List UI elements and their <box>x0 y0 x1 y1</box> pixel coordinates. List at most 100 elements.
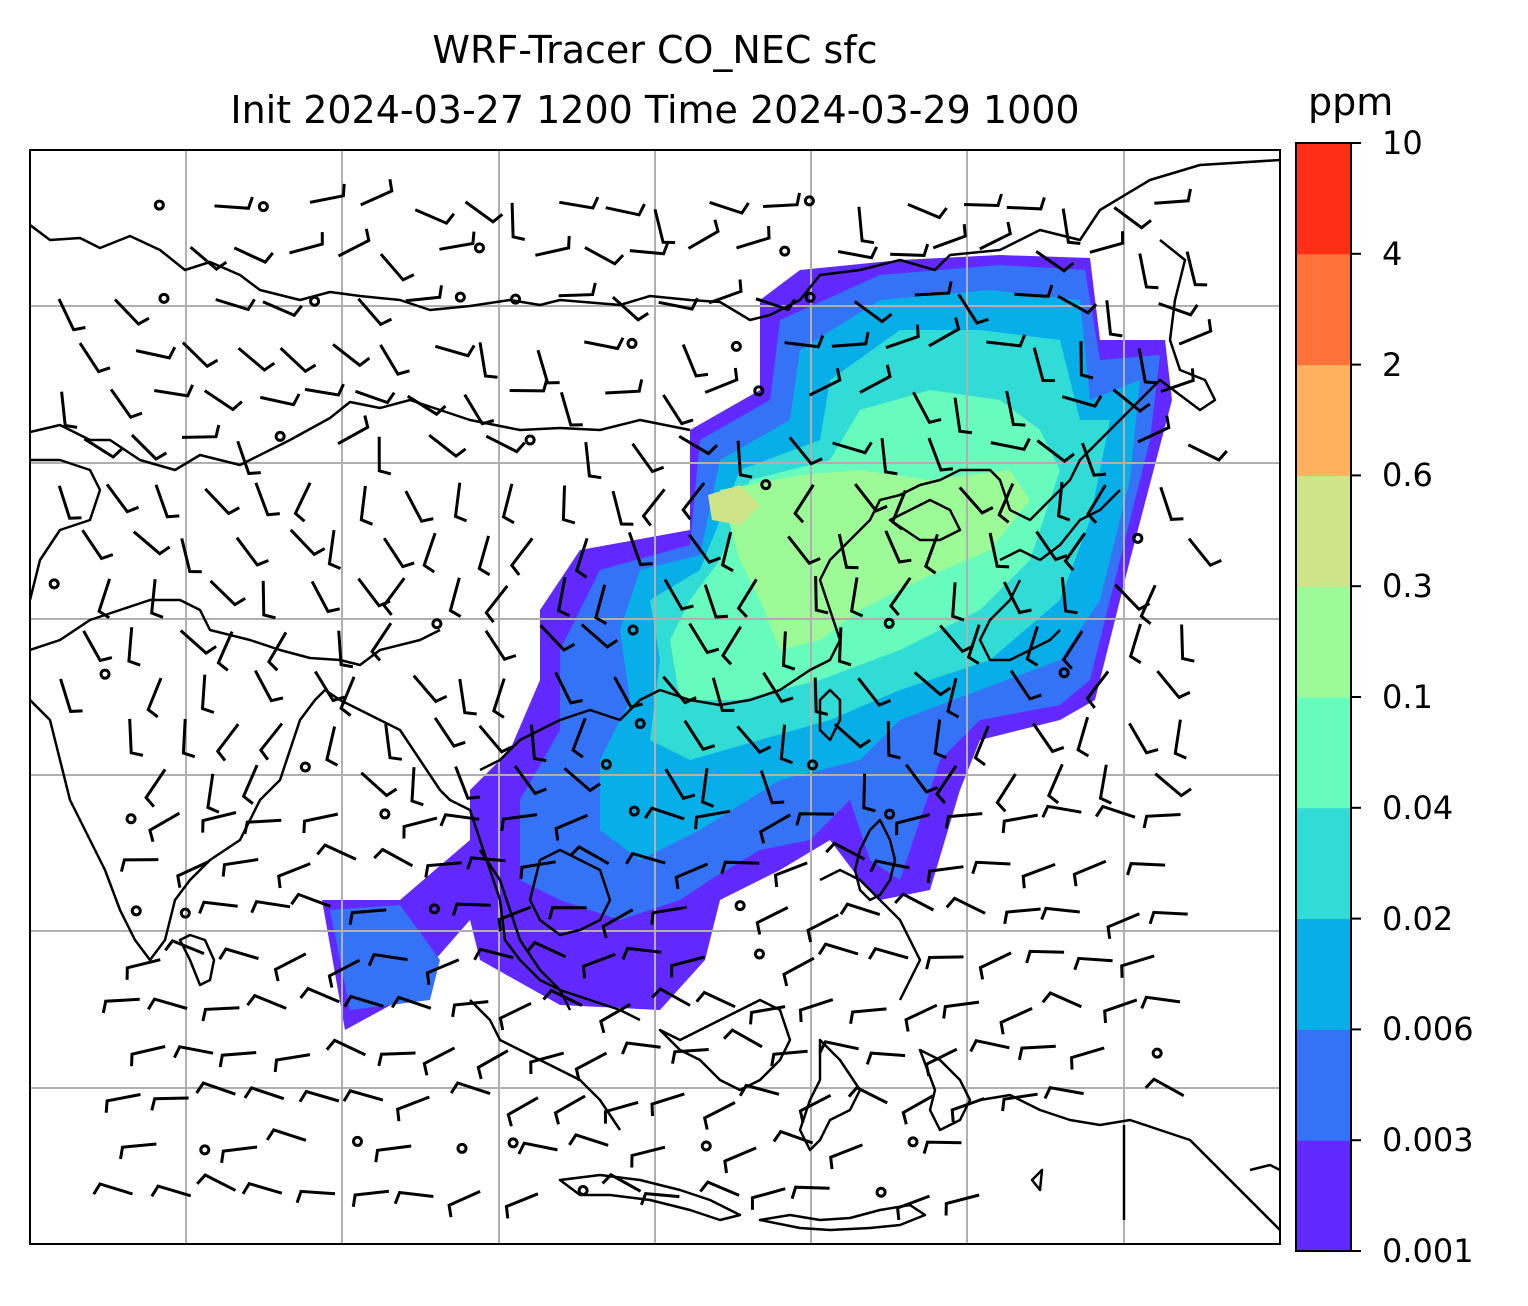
wind-barb <box>1021 862 1056 889</box>
wind-barb <box>1031 722 1065 754</box>
wind-barb <box>351 1189 390 1208</box>
wind-barb <box>571 717 587 759</box>
wind-barb <box>267 631 288 672</box>
wind-barb <box>206 773 220 814</box>
wind-barb <box>720 860 760 875</box>
wind-barb <box>414 208 456 226</box>
wind-barb <box>584 441 602 480</box>
wind-barb <box>510 202 526 241</box>
calm-wind-marker <box>379 808 391 820</box>
wind-barb <box>195 1081 236 1096</box>
wind-barb <box>904 1003 938 1032</box>
wind-barb <box>1079 340 1094 380</box>
wind-barb <box>957 293 989 325</box>
wind-barb <box>1086 484 1107 524</box>
wind-barb <box>907 203 948 220</box>
wind-barb <box>681 343 709 378</box>
wind-barb <box>1061 395 1103 408</box>
wind-barb <box>818 1040 859 1054</box>
wind-barb <box>1105 300 1123 338</box>
calm-wind-marker <box>753 385 765 397</box>
wind-barb <box>473 947 514 961</box>
wind-barb <box>859 364 892 394</box>
wind-barb <box>631 442 665 474</box>
wind-barb <box>605 379 644 395</box>
wind-barb <box>1009 669 1042 701</box>
wind-barb <box>928 317 961 348</box>
wind-barb <box>201 811 237 833</box>
wind-barb <box>504 1192 539 1219</box>
wind-barb <box>568 1133 609 1147</box>
wind-barb <box>720 531 734 573</box>
wind-barb <box>1089 231 1125 254</box>
wind-barb <box>758 813 791 844</box>
wind-barb <box>1040 906 1080 921</box>
wind-barb <box>681 482 706 521</box>
wind-barb <box>829 1143 863 1170</box>
wind-barb <box>755 906 789 935</box>
wind-barb <box>736 440 753 479</box>
wind-barb <box>554 813 588 841</box>
wind-barb <box>1081 442 1107 477</box>
wind-barb <box>1120 954 1155 978</box>
wind-barb <box>498 1001 532 1031</box>
wind-barb <box>439 231 476 251</box>
wind-barb <box>147 997 188 1011</box>
wind-barb <box>204 487 241 516</box>
wind-barb <box>953 397 973 435</box>
calm-wind-marker <box>1132 532 1144 544</box>
calm-wind-marker <box>431 618 443 630</box>
calm-wind-marker <box>804 291 816 303</box>
wind-barb <box>395 1095 430 1122</box>
wind-barb <box>428 434 467 458</box>
wind-barb <box>951 582 965 622</box>
wind-barb <box>209 579 246 607</box>
wind-barb <box>216 630 234 672</box>
map-title-line2: Init 2024-03-27 1200 Time 2024-03-29 100… <box>230 88 1080 132</box>
wind-barb <box>932 224 967 250</box>
wind-barb <box>650 905 687 925</box>
wind-barb <box>986 334 1026 348</box>
wind-barb <box>808 368 842 397</box>
calm-wind-marker <box>807 759 819 771</box>
wind-barb <box>325 726 339 767</box>
wind-barb <box>865 1051 906 1065</box>
wind-barb <box>912 391 942 425</box>
wind-barb <box>927 437 954 472</box>
colorbar-bin <box>1296 807 1351 920</box>
wind-barb <box>513 765 547 796</box>
wind-barb <box>886 721 901 760</box>
wind-barb <box>999 1007 1033 1035</box>
wind-barb <box>1137 348 1158 385</box>
wind-barb <box>104 1093 141 1113</box>
wind-barb <box>405 285 443 303</box>
colorbar <box>1296 142 1361 1252</box>
wind-barb <box>451 1000 489 1018</box>
wind-barb <box>1006 196 1046 211</box>
wind-barb <box>536 349 560 385</box>
wind-barb <box>1025 626 1039 667</box>
wind-barb <box>787 535 821 566</box>
colorbar-bin <box>1296 1140 1351 1252</box>
wind-barb <box>241 764 259 805</box>
wind-barb <box>925 955 964 970</box>
wind-barb <box>569 845 610 866</box>
calm-wind-marker <box>99 668 111 680</box>
wind-barb <box>125 958 161 980</box>
wind-barb <box>1041 991 1083 1009</box>
wind-barb <box>1060 577 1078 615</box>
wind-barb <box>433 716 466 748</box>
calm-wind-marker <box>199 1144 211 1156</box>
wind-barb <box>304 383 345 397</box>
wind-barb <box>1187 443 1228 462</box>
colorbar-bin <box>1296 364 1351 476</box>
calm-wind-marker <box>730 340 742 352</box>
wind-barb <box>477 535 491 577</box>
wind-barb <box>146 677 163 719</box>
wind-barb <box>755 297 797 312</box>
wind-barb <box>890 243 930 257</box>
colorbar-bin <box>1296 697 1351 809</box>
wind-barb <box>453 482 468 523</box>
wind-barb <box>357 297 393 327</box>
wind-barb <box>258 722 284 761</box>
